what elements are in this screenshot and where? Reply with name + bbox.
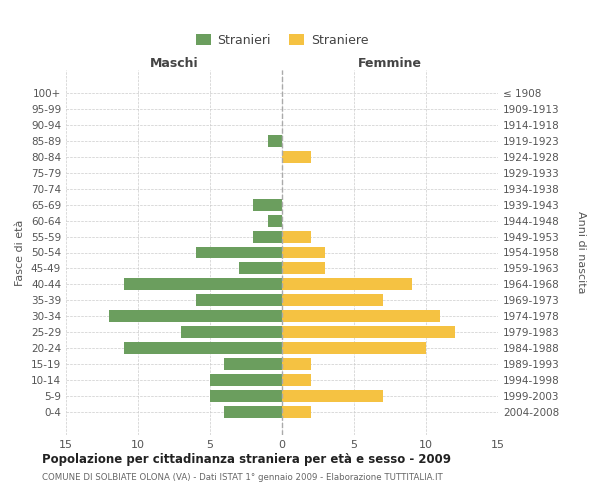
Bar (268, 134, 282, 146)
Bar (210, 390, 282, 402)
Bar (196, 294, 282, 306)
Bar (282, 294, 383, 306)
Text: Maschi: Maschi (149, 57, 199, 70)
Bar (253, 230, 282, 242)
Bar (109, 310, 282, 322)
Bar (282, 342, 426, 354)
Bar (282, 310, 440, 322)
Bar (282, 246, 325, 258)
Bar (282, 406, 311, 418)
Bar (239, 262, 282, 274)
Bar (282, 374, 311, 386)
Text: Femmine: Femmine (358, 57, 422, 70)
Bar (224, 358, 282, 370)
Bar (282, 278, 412, 290)
Bar (282, 390, 383, 402)
Y-axis label: Fasce di età: Fasce di età (16, 220, 25, 286)
Text: COMUNE DI SOLBIATE OLONA (VA) - Dati ISTAT 1° gennaio 2009 - Elaborazione TUTTIT: COMUNE DI SOLBIATE OLONA (VA) - Dati IST… (42, 472, 443, 482)
Bar (210, 374, 282, 386)
Y-axis label: Anni di nascita: Anni di nascita (576, 211, 586, 294)
Bar (282, 230, 311, 242)
Bar (181, 326, 282, 338)
Bar (282, 358, 311, 370)
Bar (224, 406, 282, 418)
Bar (253, 198, 282, 210)
Bar (282, 262, 325, 274)
Bar (282, 150, 311, 162)
Text: Popolazione per cittadinanza straniera per età e sesso - 2009: Popolazione per cittadinanza straniera p… (42, 452, 451, 466)
Bar (124, 342, 282, 354)
Legend: Stranieri, Straniere: Stranieri, Straniere (191, 29, 373, 52)
Bar (268, 214, 282, 226)
Bar (282, 326, 455, 338)
Bar (196, 246, 282, 258)
Bar (124, 278, 282, 290)
